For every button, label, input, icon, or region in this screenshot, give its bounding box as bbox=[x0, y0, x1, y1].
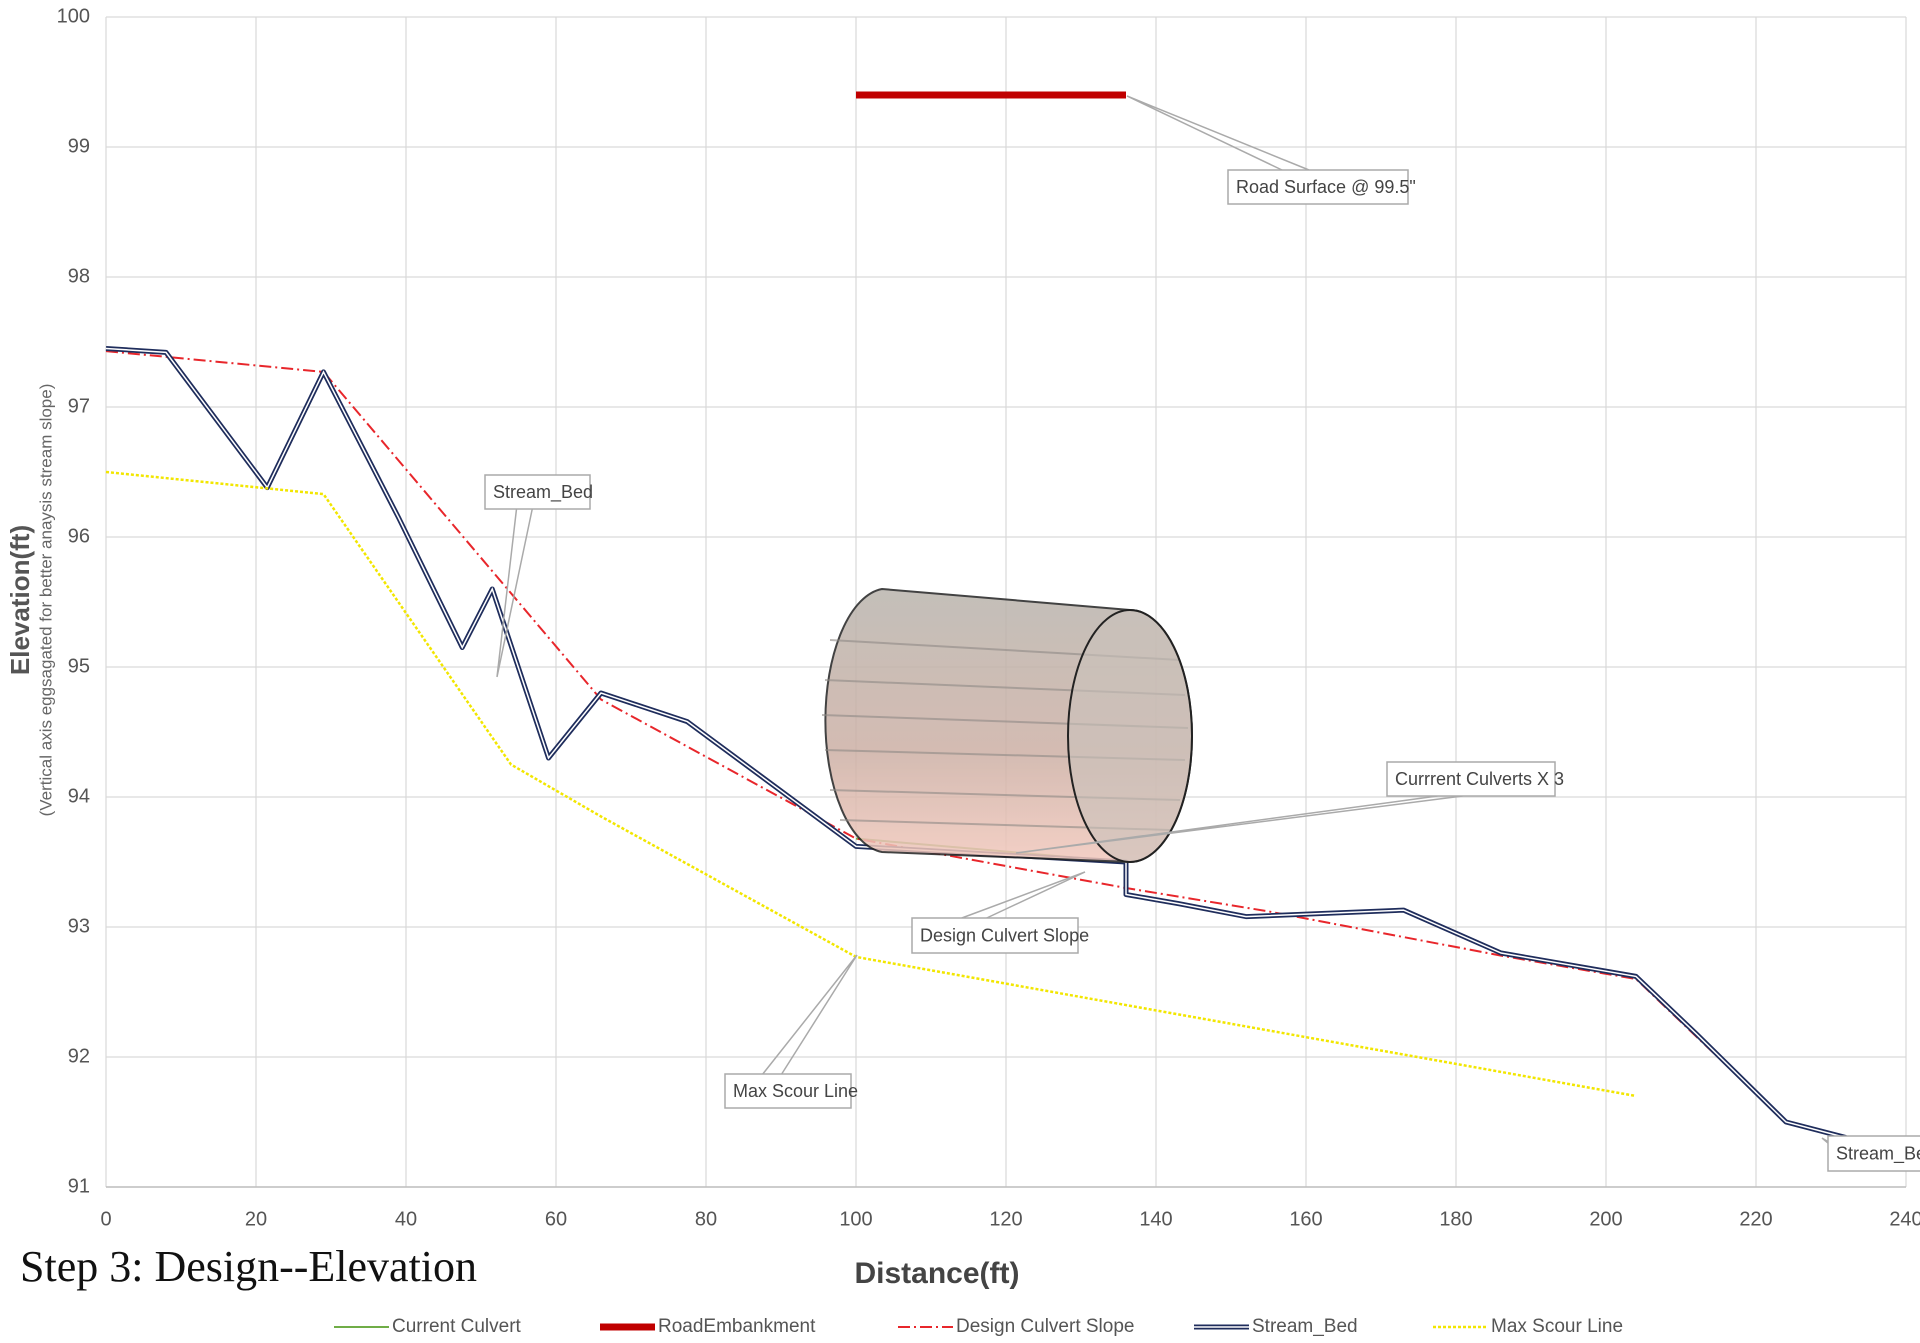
y-tick-label: 98 bbox=[68, 265, 90, 287]
y-tick-label: 95 bbox=[68, 655, 90, 677]
y-tick-label: 99 bbox=[68, 135, 90, 157]
chart-title: Step 3: Design--Elevation bbox=[20, 1242, 477, 1291]
y-tick-label: 97 bbox=[68, 395, 90, 417]
x-tick-label: 240 bbox=[1889, 1208, 1920, 1230]
y-tick-label: 94 bbox=[68, 785, 90, 807]
culvert bbox=[822, 589, 1192, 862]
x-axis-label: Distance(ft) bbox=[854, 1257, 1019, 1290]
x-tick-label: 60 bbox=[545, 1208, 567, 1230]
x-tick-label: 200 bbox=[1589, 1208, 1622, 1230]
chart: Step 3: Design--Elevation Distance(ft) E… bbox=[0, 0, 1920, 1343]
legend-label: RoadEmbankment bbox=[658, 1316, 816, 1337]
y-tick-label: 100 bbox=[57, 5, 90, 27]
y-tick-label: 93 bbox=[68, 915, 90, 937]
x-tick-label: 80 bbox=[695, 1208, 717, 1230]
x-tick-label: 100 bbox=[839, 1208, 872, 1230]
annotation: Design Culvert Slope bbox=[920, 925, 1089, 945]
x-tick-label: 0 bbox=[100, 1208, 111, 1230]
legend-label: Max Scour Line bbox=[1491, 1316, 1623, 1337]
callout-pointer bbox=[1127, 96, 1309, 170]
x-tick-label: 20 bbox=[245, 1208, 267, 1230]
x-tick-label: 120 bbox=[989, 1208, 1022, 1230]
legend-label: Stream_Bed bbox=[1252, 1316, 1358, 1337]
y-axis-sublabel: (Vertical axis eggsagated for better ana… bbox=[36, 384, 55, 817]
annotation: Road Surface @ 99.5" bbox=[1236, 177, 1416, 197]
annotation: Currrent Culverts X 3 bbox=[1395, 769, 1564, 789]
x-tick-label: 220 bbox=[1739, 1208, 1772, 1230]
y-tick-label: 91 bbox=[68, 1175, 90, 1197]
annotation: Stream_Bed bbox=[1836, 1143, 1920, 1164]
x-tick-label: 40 bbox=[395, 1208, 417, 1230]
x-tick-label: 180 bbox=[1439, 1208, 1472, 1230]
legend-label: Design Culvert Slope bbox=[956, 1316, 1134, 1337]
y-axis-label: Elevation(ft) bbox=[5, 525, 35, 675]
y-tick-label: 92 bbox=[68, 1045, 90, 1067]
callout-pointer bbox=[962, 872, 1085, 918]
x-tick-label: 140 bbox=[1139, 1208, 1172, 1230]
x-tick-label: 160 bbox=[1289, 1208, 1322, 1230]
annotation: Max Scour Line bbox=[733, 1081, 858, 1101]
annotation: Stream_Bed bbox=[493, 482, 593, 503]
callout-pointer bbox=[763, 955, 857, 1074]
y-tick-label: 96 bbox=[68, 525, 90, 547]
legend-label: Current Culvert bbox=[392, 1316, 522, 1337]
